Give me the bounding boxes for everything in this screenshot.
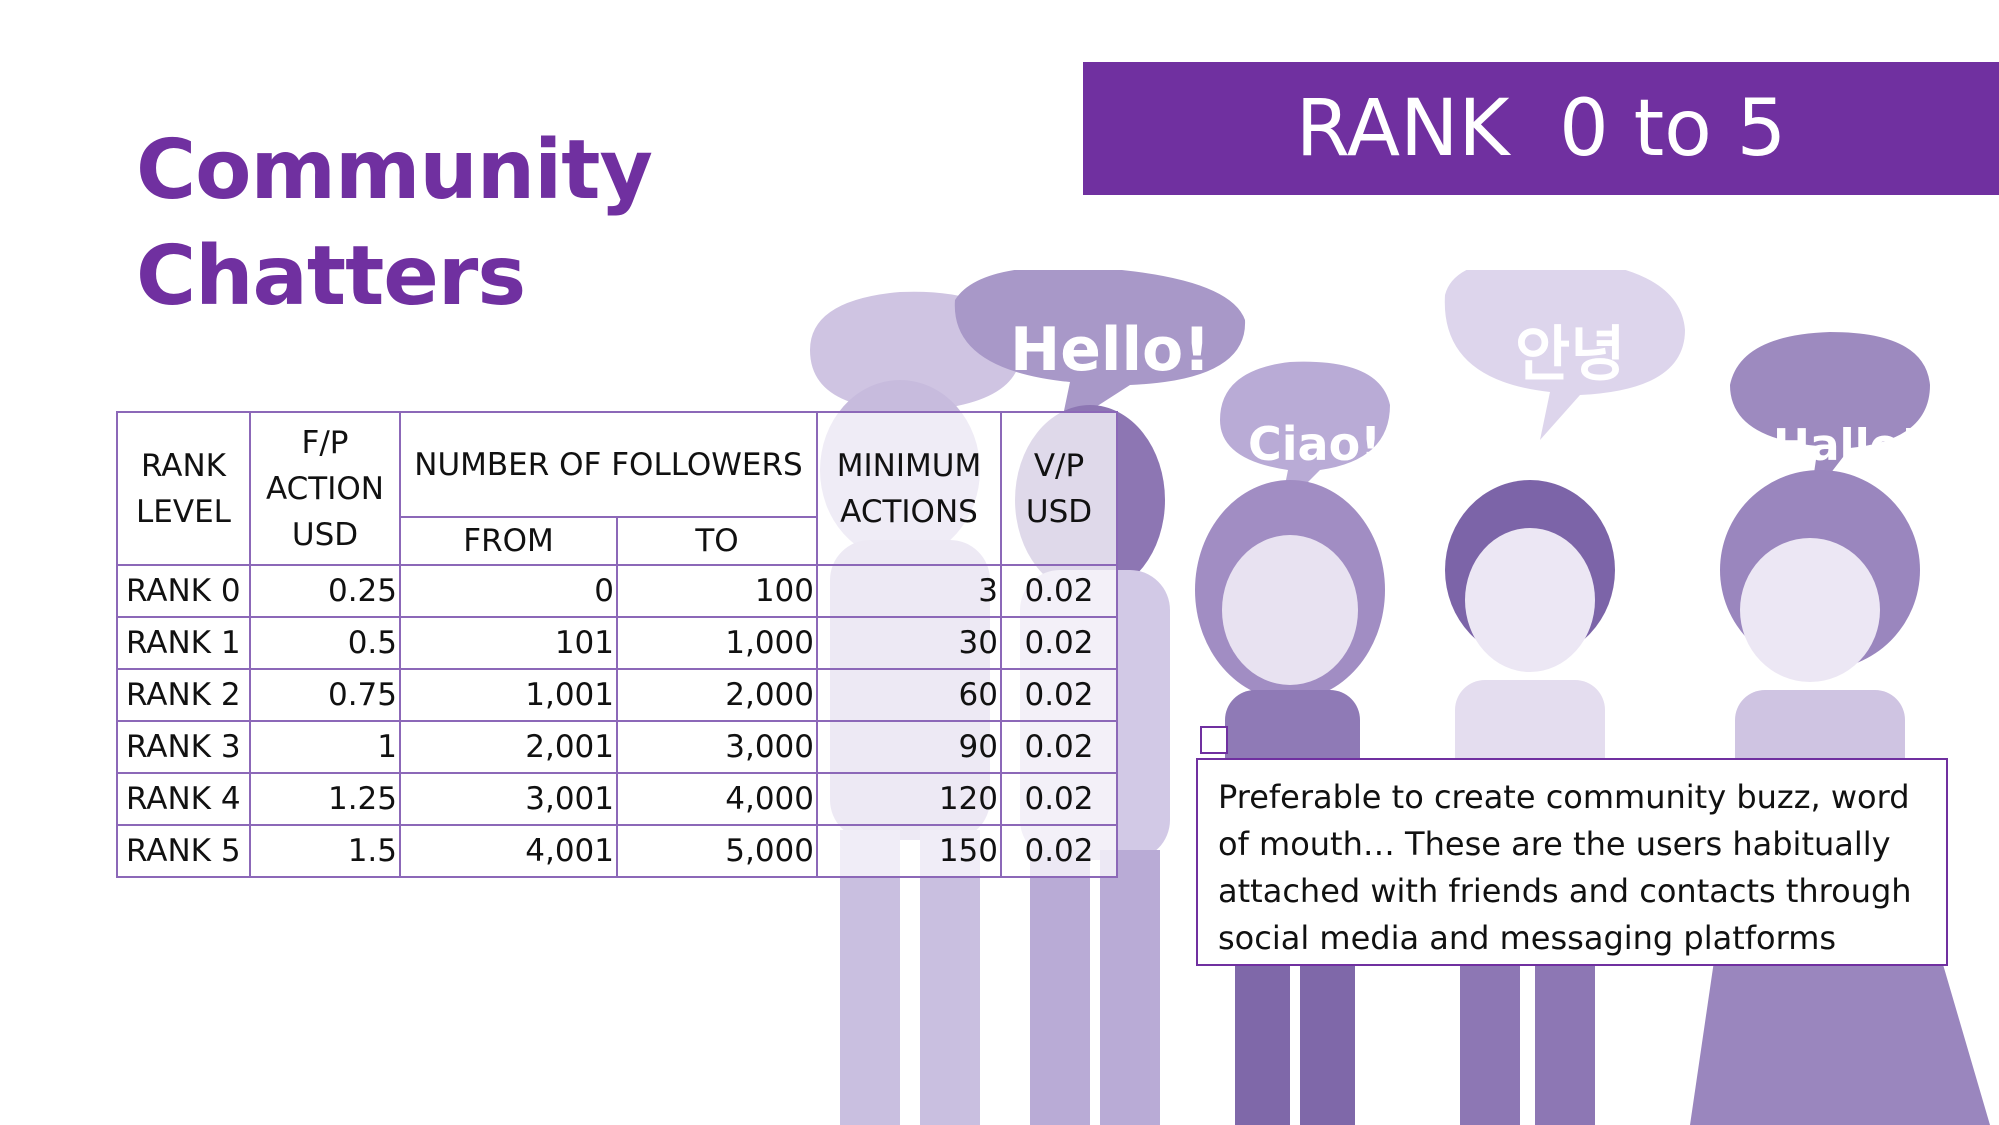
cell-level: RANK 0 [116,564,251,618]
cell-level: RANK 2 [116,668,251,722]
table-row: RANK 1 0.5 101 1,000 30 0.02 [116,616,1118,670]
cell-from: 101 [399,616,618,670]
cell-vp: 0.02 [1000,824,1118,878]
cell-vp: 0.02 [1000,772,1118,826]
cell-vp: 0.02 [1000,616,1118,670]
hello-text: Hello! [1010,315,1211,385]
cell-vp: 0.02 [1000,668,1118,722]
table-row: RANK 2 0.75 1,001 2,000 60 0.02 [116,668,1118,722]
header-rank-level: RANK LEVEL [116,411,251,566]
header-vp: V/P USD [1000,411,1118,566]
cell-from: 4,001 [399,824,618,878]
cell-level: RANK 5 [116,824,251,878]
cell-to: 3,000 [616,720,818,774]
cell-vp: 0.02 [1000,720,1118,774]
cell-from: 3,001 [399,772,618,826]
cell-to: 2,000 [616,668,818,722]
cell-level: RANK 4 [116,772,251,826]
korean-greeting-text: 안녕 [1515,320,1625,390]
hallo-text: Hallo! [1773,420,1920,471]
table-row: RANK 0 0.25 0 100 3 0.02 [116,564,1118,618]
header-from: FROM [399,516,618,566]
header-fp-action: F/P ACTION USD [249,411,401,566]
ciao-text: Ciao! [1248,417,1381,471]
description-text: Preferable to create community buzz, wor… [1218,778,1912,957]
header-min-actions: MINIMUM ACTIONS [816,411,1002,566]
cell-fp: 0.5 [249,616,401,670]
table-row: RANK 5 1.5 4,001 5,000 150 0.02 [116,824,1118,878]
rank-table-body: RANK 0 0.25 0 100 3 0.02 RANK 1 0.5 101 1,000 30 0.… [116,564,1118,878]
cell-fp: 1.5 [249,824,401,878]
cell-min: 120 [816,772,1002,826]
cell-to: 1,000 [616,616,818,670]
cell-from: 0 [399,564,618,618]
cell-to: 5,000 [616,824,818,878]
cell-level: RANK 3 [116,720,251,774]
cell-min: 3 [816,564,1002,618]
cell-min: 60 [816,668,1002,722]
cell-level: RANK 1 [116,616,251,670]
cell-min: 30 [816,616,1002,670]
rank-range-banner: RANK 0 to 5 [1083,62,1999,195]
note-resize-handle [1200,726,1228,754]
rank-table: RANK LEVEL F/P ACTION USD NUMBER OF FOLL… [116,411,1118,878]
cell-fp: 0.75 [249,668,401,722]
table-row: RANK 4 1.25 3,001 4,000 120 0.02 [116,772,1118,826]
cell-from: 1,001 [399,668,618,722]
header-followers: NUMBER OF FOLLOWERS [399,411,818,518]
cell-from: 2,001 [399,720,618,774]
cell-min: 150 [816,824,1002,878]
title-line-1: Community [136,123,653,218]
header-to: TO [616,516,818,566]
banner-text: RANK 0 to 5 [1295,84,1787,174]
cell-to: 100 [616,564,818,618]
cell-fp: 1 [249,720,401,774]
cell-to: 4,000 [616,772,818,826]
table-row: RANK 3 1 2,001 3,000 90 0.02 [116,720,1118,774]
title-line-2: Chatters [136,229,526,324]
cell-vp: 0.02 [1000,564,1118,618]
page-title: Community Chatters [136,118,653,330]
cell-min: 90 [816,720,1002,774]
description-note: Preferable to create community buzz, wor… [1196,758,1948,966]
cell-fp: 0.25 [249,564,401,618]
bubble-labels: Hello! Ciao! 안녕 Hallo! [1010,315,1920,471]
cell-fp: 1.25 [249,772,401,826]
